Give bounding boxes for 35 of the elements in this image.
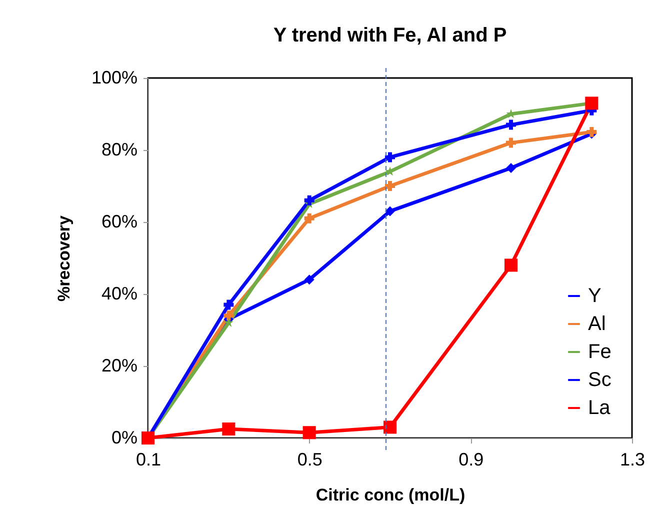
point	[304, 195, 314, 206]
point	[385, 152, 395, 162]
point	[222, 422, 236, 436]
point	[224, 300, 234, 310]
point	[304, 274, 314, 285]
point	[506, 120, 516, 130]
legend-label: Al	[588, 313, 606, 335]
legend-label: Y	[588, 285, 602, 307]
point	[224, 310, 234, 321]
y-tick-label: 60%	[101, 212, 138, 232]
point	[585, 96, 598, 110]
y-tick-label: 20%	[101, 356, 138, 376]
y-axis-title: %recovery	[54, 214, 74, 302]
x-tick-label: 0.1	[136, 450, 162, 470]
point	[383, 420, 397, 434]
x-tick-label: 1.3	[620, 450, 646, 470]
y-tick-label: 40%	[101, 284, 138, 304]
point	[224, 318, 234, 327]
y-tick-label: 80%	[101, 140, 138, 160]
x-tick-label: 0.5	[297, 450, 322, 470]
legend-label: Sc	[588, 369, 612, 391]
x-axis-title: Citric conc (mol/L)	[316, 486, 466, 504]
point	[385, 206, 395, 216]
point	[302, 426, 316, 440]
chart-title: Y trend with Fe, Al and P	[273, 24, 507, 46]
point	[504, 258, 518, 272]
point	[304, 213, 314, 224]
legend-label: Fe	[588, 341, 612, 363]
point	[506, 163, 516, 173]
legend-label: La	[588, 397, 612, 419]
y-tick-label: 100%	[91, 68, 138, 88]
x-tick-label: 0.9	[458, 450, 484, 470]
point	[385, 181, 395, 191]
point	[506, 138, 516, 148]
y-tick-label: 0%	[111, 428, 138, 448]
